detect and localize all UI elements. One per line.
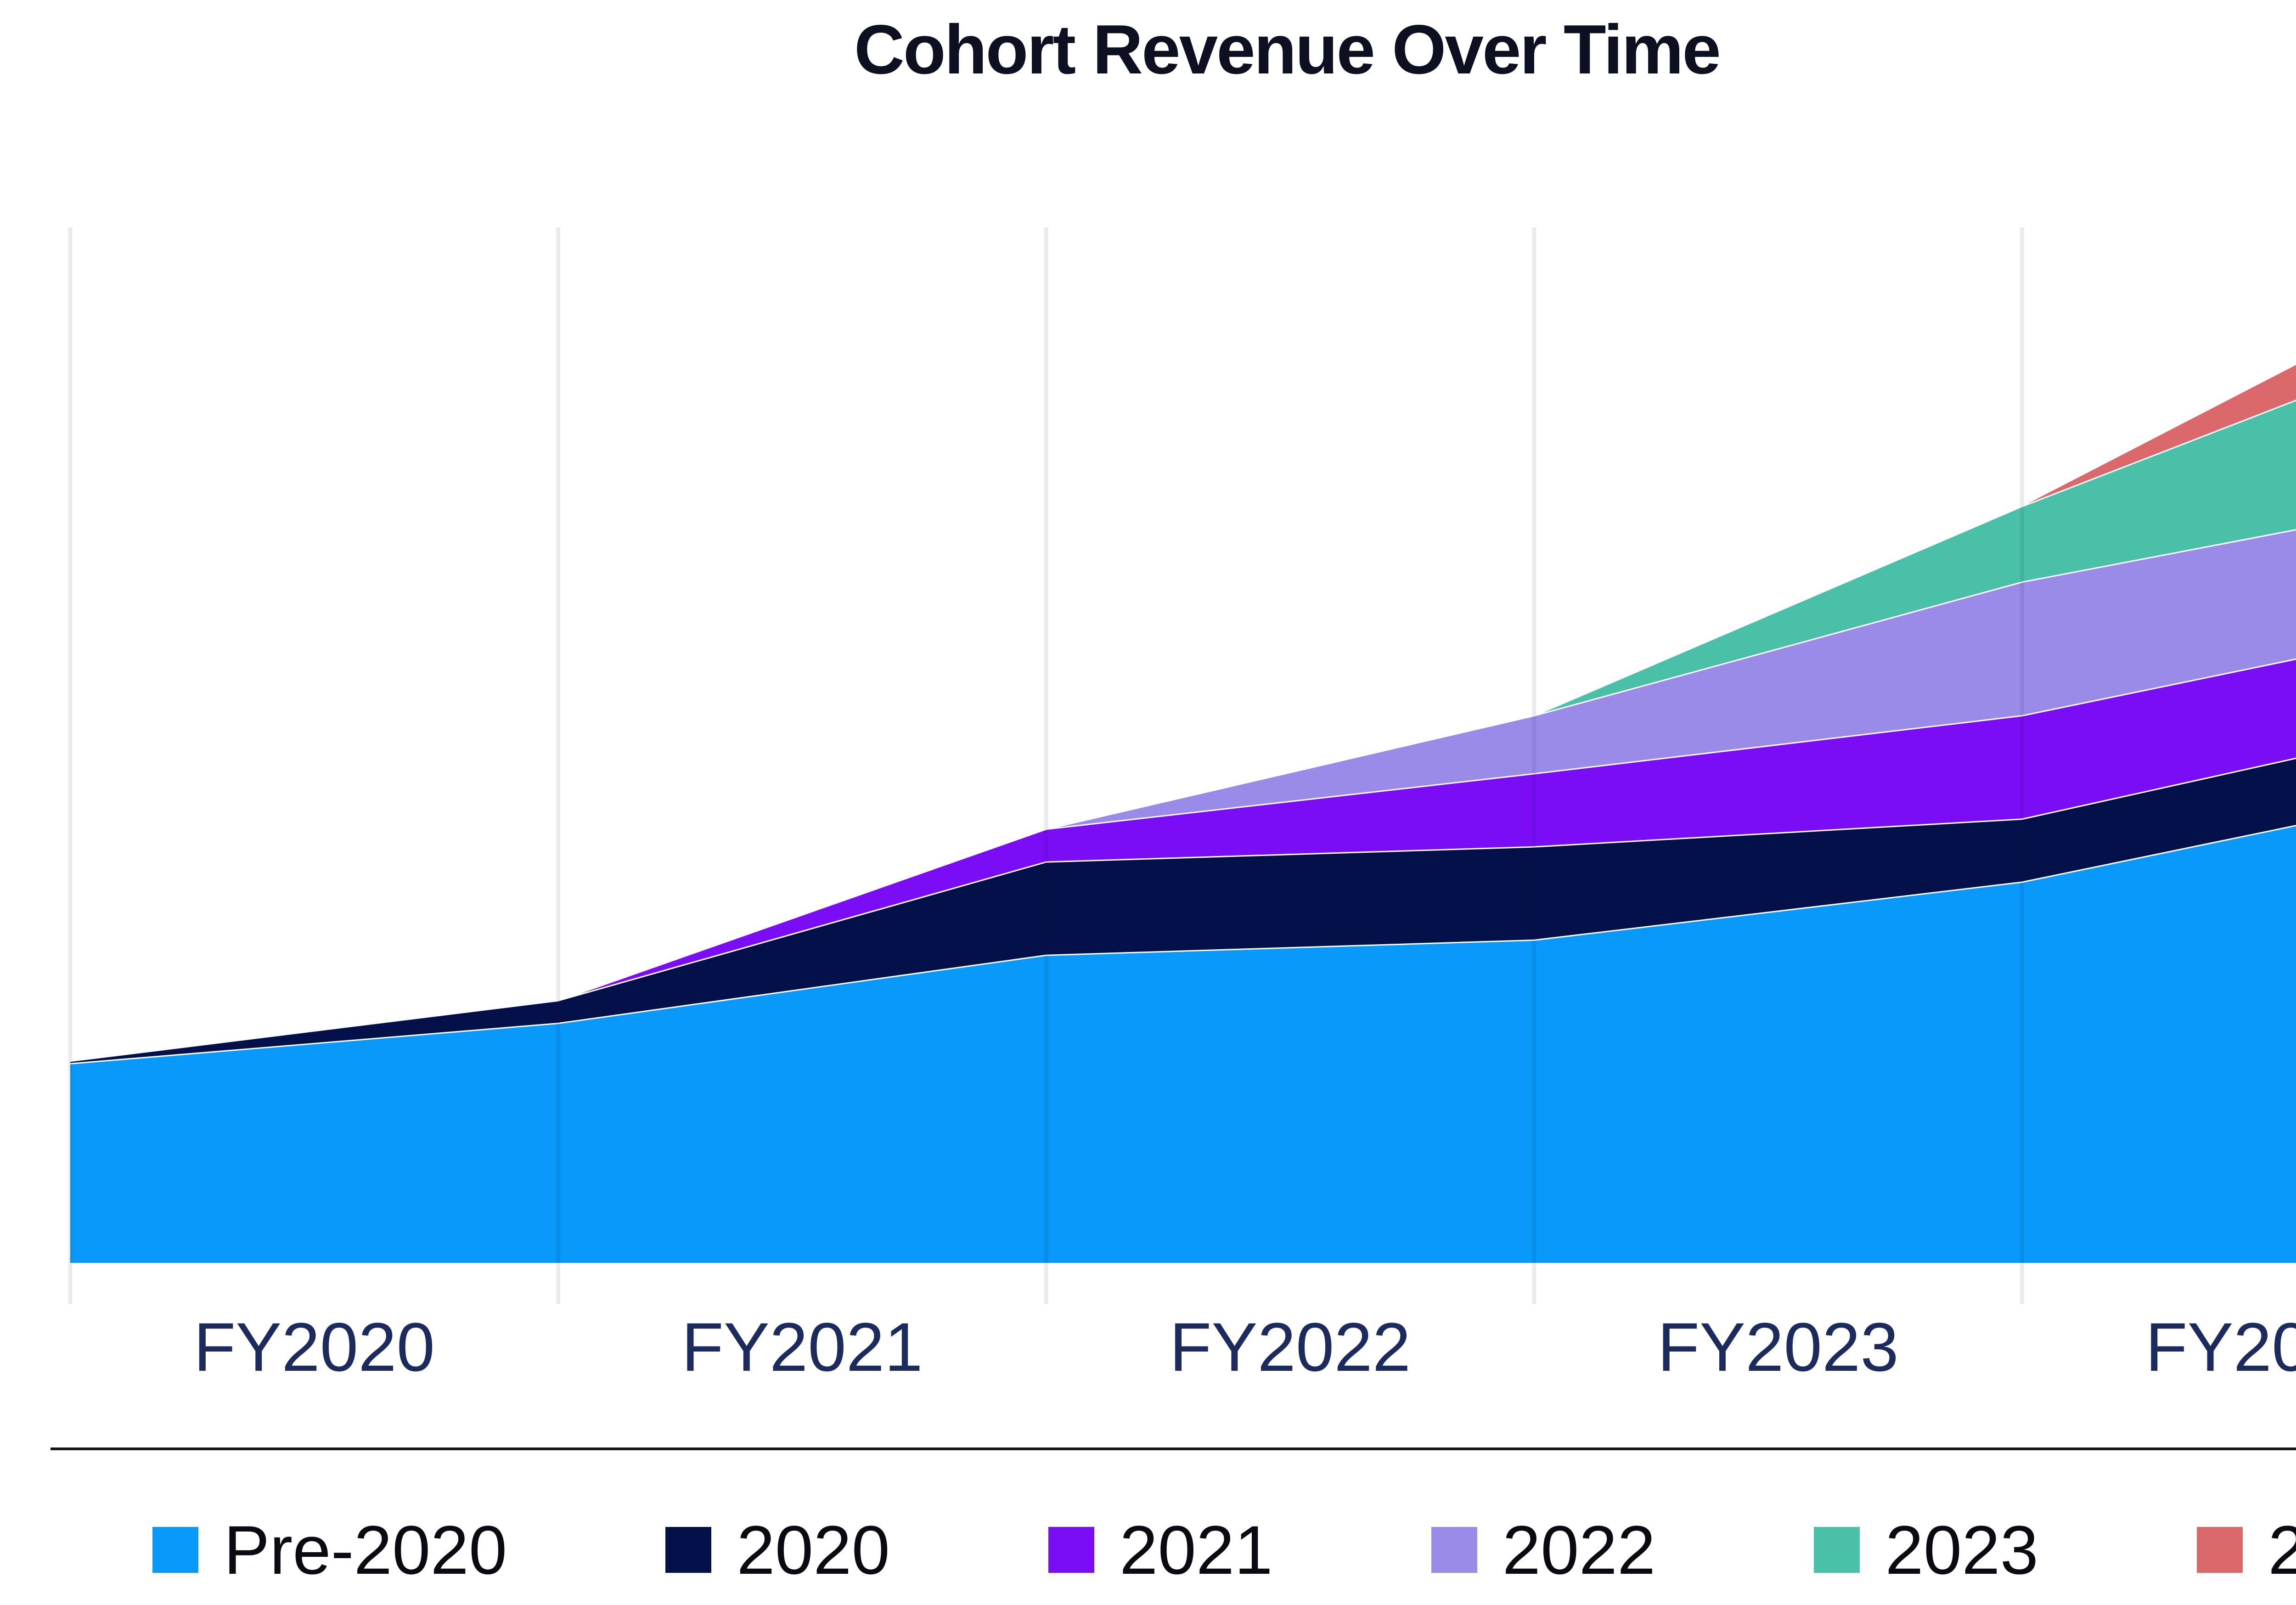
legend-swatch-2021 [1048,1527,1094,1573]
area-band-2022 [70,529,2296,1061]
x-axis-label: FY2021 [681,1308,923,1385]
legend: Pre-202020202021202220232024 [0,1515,2296,1584]
stacked-area-chart [68,227,2296,1304]
legend-label: 2021 [1119,1511,1273,1588]
x-axis-label: FY2022 [1169,1308,1411,1385]
legend-item-2024: 2024 [2197,1515,2296,1584]
legend-swatch-2022 [1431,1527,1477,1573]
legend-label: 2022 [1502,1511,1656,1588]
legend-label: 2023 [1885,1511,2039,1588]
legend-swatch-2020 [665,1527,712,1573]
area-band-2020 [70,758,2296,1064]
legend-item-pre-2020: Pre-2020 [152,1515,507,1584]
band-separator-line [70,400,2296,1062]
legend-item-2023: 2023 [1814,1515,2038,1584]
legend-swatch-2023 [1814,1527,1860,1573]
x-axis-label: FY2020 [193,1308,435,1385]
legend-item-2020: 2020 [665,1515,890,1584]
legend-label: 2020 [737,1511,890,1588]
x-axis-label: FY2024 [2145,1308,2296,1385]
chart-title: Cohort Revenue Over Time [854,11,1721,89]
area-band-pre-2020 [70,825,2296,1263]
band-separator-line [70,825,2296,1064]
legend-swatch-2024 [2197,1527,2243,1573]
area-band-2021 [70,659,2296,1061]
divider-line [51,1447,2296,1450]
legend-label: Pre-2020 [224,1511,507,1588]
legend-item-2022: 2022 [1431,1511,1656,1588]
legend-label: 2024 [2268,1511,2296,1588]
legend-item-2021: 2021 [1048,1515,1273,1584]
legend-swatch-pre-2020 [152,1527,199,1573]
x-axis-label: FY2023 [1657,1308,1899,1385]
